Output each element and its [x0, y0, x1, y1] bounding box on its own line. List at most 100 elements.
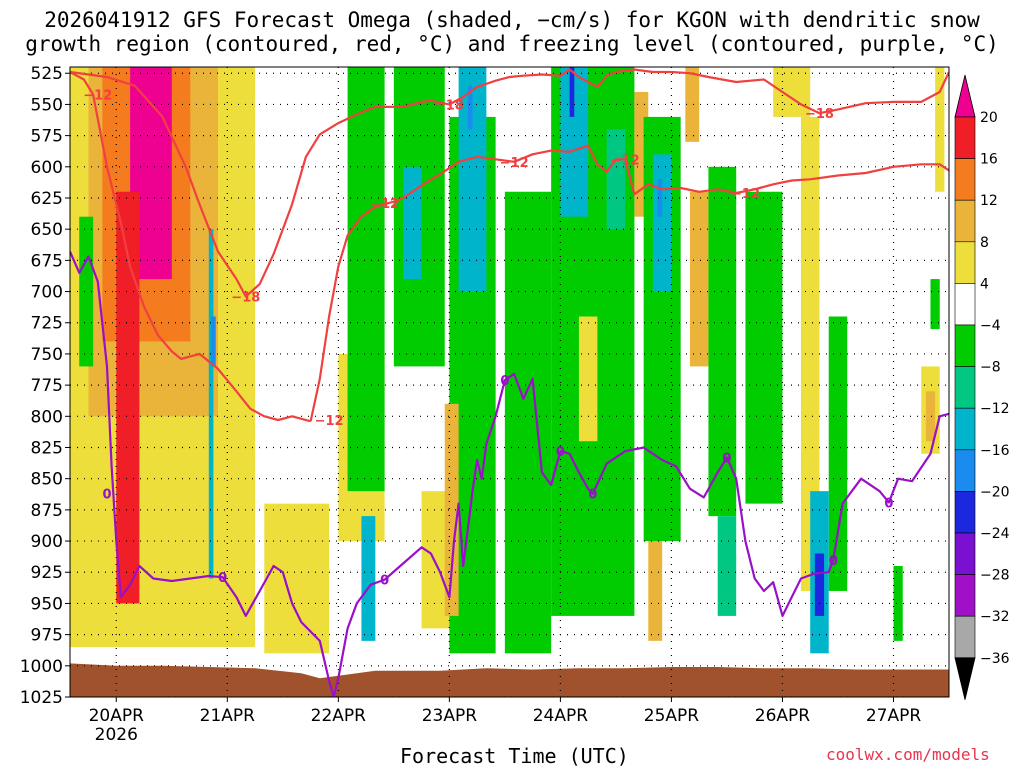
colorbar-label-5: −4 — [980, 318, 1001, 334]
contour-label-0-2: −12 — [370, 197, 399, 212]
omega-shade-32 — [708, 166, 737, 517]
contour-label-0-1: −12 — [315, 414, 344, 429]
colorbar-bin-12 — [954, 615, 976, 659]
chart-title-line1: 2026041912 GFS Forecast Omega (shaded, −… — [44, 8, 980, 32]
ytick-label-625: 625 — [31, 189, 63, 209]
contour-label-2-8: 0 — [884, 496, 893, 511]
chart-title-line2: growth region (contoured, red, °C) and f… — [25, 32, 999, 56]
colorbar-bottom-arrow — [954, 657, 976, 700]
plot-frame — [69, 66, 950, 698]
ground-surface — [70, 663, 949, 697]
ytick-label-750: 750 — [31, 345, 63, 365]
ytick-label-850: 850 — [31, 470, 63, 490]
colorbar-label-1: 16 — [980, 152, 998, 168]
contour-2-seg-0 — [70, 251, 949, 697]
contour-label-0-0: −12 — [83, 88, 112, 103]
colorbar-label-12: −32 — [980, 609, 1010, 625]
ytick-label-675: 675 — [31, 251, 63, 271]
omega-shade-5 — [79, 216, 94, 367]
ytick-label-525: 525 — [31, 64, 63, 84]
ytick-label-650: 650 — [31, 220, 63, 240]
contour-label-1-1: −18 — [435, 98, 464, 113]
contour-1-seg-0 — [70, 68, 949, 298]
ytick-label-725: 725 — [31, 314, 63, 334]
contour-0-seg-1 — [309, 144, 949, 422]
colorbar-label-6: −8 — [980, 360, 1001, 376]
ytick-label-925: 925 — [31, 563, 63, 583]
colorbar-label-0: 20 — [980, 110, 998, 126]
colorbar-label-3: 8 — [980, 235, 989, 251]
colorbar-label-13: −36 — [980, 651, 1010, 667]
colorbar-bin-9 — [954, 491, 976, 534]
credit-text: coolwx.com/models — [826, 745, 990, 764]
omega-shade-23 — [578, 316, 598, 442]
ytick-label-875: 875 — [31, 501, 63, 521]
omega-shade-11 — [361, 516, 376, 641]
contour-label-1-2: −18 — [805, 107, 834, 122]
colorbar-bin-6 — [954, 366, 976, 409]
contour-label-2-7: 0 — [829, 554, 838, 569]
xtick-label-20APR: 20APR — [89, 706, 145, 726]
colorbar-bin-7 — [954, 407, 976, 451]
omega-shade-31 — [689, 191, 709, 367]
omega-shade-30 — [685, 67, 700, 142]
contour-label-2-6: 0 — [722, 451, 731, 466]
colorbar-bin-1 — [954, 158, 976, 201]
ytick-label-825: 825 — [31, 438, 63, 458]
omega-shade-7 — [211, 316, 216, 367]
xtick-label-22APR: 22APR — [311, 706, 367, 726]
colorbar-bin-5 — [954, 324, 976, 367]
colorbar-bin-2 — [954, 199, 976, 243]
colorbar-label-7: −12 — [980, 401, 1010, 417]
omega-shade-24 — [606, 129, 626, 230]
ytick-label-600: 600 — [31, 158, 63, 178]
contour-label-2-4: 0 — [556, 445, 565, 460]
colorbar-label-4: 4 — [980, 276, 989, 292]
contour-label-2-0: 0 — [102, 488, 111, 503]
contour-label-2-1: 0 — [218, 571, 227, 586]
omega-shade-17 — [467, 85, 473, 130]
omega-shade-37 — [828, 316, 848, 591]
colorbar-label-10: −24 — [980, 526, 1010, 542]
contour-label-2-3: 0 — [500, 374, 509, 389]
omega-shade-16 — [458, 67, 487, 292]
xtick-label-25APR: 25APR — [644, 706, 700, 726]
xtick-label-21APR: 21APR — [200, 706, 256, 726]
ytick-label-550: 550 — [31, 95, 63, 115]
omega-shade-43 — [930, 279, 940, 329]
colorbar-label-2: 12 — [980, 193, 998, 209]
contour-label-2-2: 0 — [380, 574, 389, 589]
ytick-label-1000: 1000 — [20, 657, 63, 677]
omega-shade-28 — [652, 154, 672, 292]
xtick-label-26APR: 26APR — [755, 706, 811, 726]
colorbar-bin-4 — [954, 283, 976, 326]
omega-shade-34 — [745, 191, 783, 504]
ytick-label-950: 950 — [31, 594, 63, 614]
omega-shade-22 — [569, 67, 575, 117]
colorbar-bin-3 — [954, 241, 976, 284]
omega-shade-36 — [800, 116, 820, 591]
contour-label-1-0: −18 — [231, 291, 260, 306]
colorbar-bin-11 — [954, 574, 976, 617]
xtick-label-27APR: 27APR — [866, 706, 922, 726]
omega-shade-10 — [347, 67, 385, 492]
contour-label-0-3: −12 — [500, 156, 529, 171]
xtick-label-24APR: 24APR — [533, 706, 589, 726]
omega-shade-29 — [657, 179, 663, 217]
ytick-label-900: 900 — [31, 532, 63, 552]
ytick-label-575: 575 — [31, 127, 63, 147]
omega-shade-19 — [504, 191, 552, 654]
ytick-label-775: 775 — [31, 376, 63, 396]
omega-shade-13 — [403, 166, 422, 280]
contour-0-seg-0 — [70, 71, 311, 423]
colorbar-label-9: −20 — [980, 484, 1010, 500]
contour-label-0-4: −12 — [611, 153, 640, 168]
omega-shade-40 — [893, 566, 903, 641]
ytick-label-800: 800 — [31, 407, 63, 427]
colorbar-bin-10 — [954, 532, 976, 575]
ytick-label-700: 700 — [31, 283, 63, 303]
omega-shade-6 — [208, 229, 214, 579]
x-axis-label: Forecast Time (UTC) — [400, 744, 629, 768]
omega-shade-8 — [264, 503, 330, 654]
